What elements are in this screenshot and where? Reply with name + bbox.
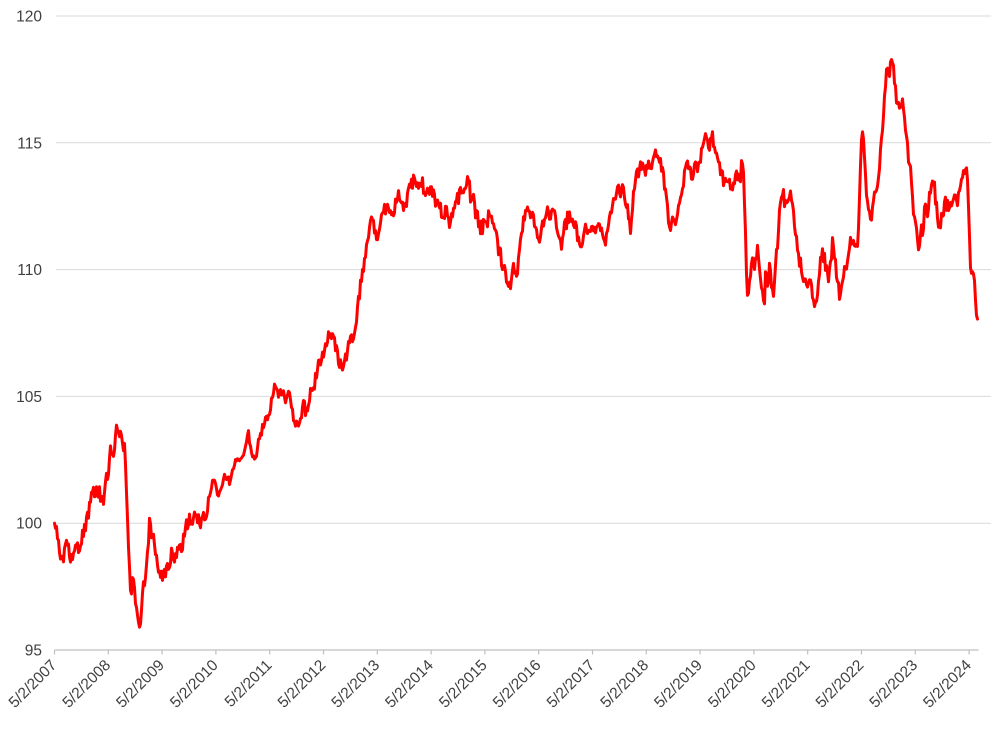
x-axis-label: 5/2/2018: [597, 657, 652, 712]
y-axis-label: 120: [16, 9, 42, 26]
y-axis-label: 115: [17, 135, 42, 152]
y-axis-label: 100: [16, 516, 42, 533]
x-axis-label: 5/2/2019: [651, 657, 706, 712]
x-axis-label: 5/2/2013: [328, 657, 383, 712]
x-axis-label: 5/2/2015: [436, 657, 491, 712]
x-axis-label: 5/2/2012: [275, 657, 330, 712]
y-axis-label: 110: [17, 262, 42, 279]
x-axis-label: 5/2/2014: [382, 657, 437, 712]
x-axis-label: 5/2/2024: [920, 657, 975, 712]
x-axis-label: 5/2/2023: [866, 657, 921, 712]
x-axis-label: 5/2/2020: [705, 657, 760, 712]
x-axis-label: 5/2/2011: [222, 657, 276, 711]
data-series-line: [53, 58, 979, 629]
x-axis-label: 5/2/2017: [544, 657, 599, 712]
x-axis-label: 5/2/2016: [490, 657, 545, 712]
y-axis-label: 95: [25, 643, 42, 660]
y-axis-label: 105: [16, 389, 42, 406]
x-axis-label: 5/2/2010: [167, 657, 222, 712]
x-axis-label: 5/2/2007: [6, 657, 61, 712]
x-axis-label: 5/2/2008: [59, 657, 114, 712]
x-axis-label: 5/2/2009: [113, 657, 168, 712]
x-axis-label: 5/2/2021: [759, 657, 814, 712]
x-axis-label: 5/2/2022: [813, 657, 868, 712]
